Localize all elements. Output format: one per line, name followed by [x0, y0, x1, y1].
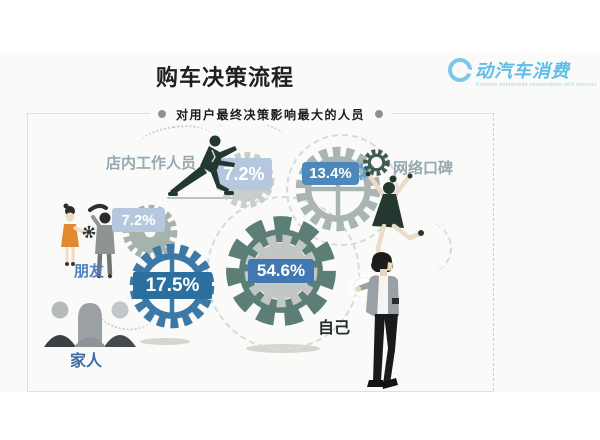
stat-value-friends: 7.2% [112, 208, 165, 232]
label-friends: 朋友 [74, 263, 105, 280]
stat-value-family: 17.5% [133, 272, 212, 299]
page-title: 购车决策流程 [155, 65, 294, 90]
small-gear-icon [363, 149, 390, 176]
section-subtitle-text: 对用户最终决策影响最大的人员 [176, 107, 366, 122]
brand-logo: 动汽车消费 Promote automobile consumption wit… [448, 57, 596, 88]
friends-figures [61, 203, 115, 279]
gear-shadow [140, 338, 190, 345]
frame-right-dashed-line [493, 113, 494, 391]
pushing-man-figure [168, 135, 237, 196]
standing-man-figure [355, 252, 399, 389]
brand-tagline: Promote automobile consumption with inte… [476, 82, 597, 88]
label-online-reputation: 网络口碑 [393, 160, 454, 177]
stat-value-online-reputation: 13.4% [302, 162, 359, 185]
frame-bottom-line [27, 391, 493, 392]
ground-line [167, 197, 245, 199]
stat-value-self: 54.6% [248, 259, 314, 283]
brand-logo-row: 动汽车消费 [448, 57, 596, 83]
section-subtitle: 对用户最终决策影响最大的人员 [150, 103, 392, 125]
brand-ring-gap [462, 67, 473, 75]
frame-left-line [27, 113, 28, 391]
brand-name: 动汽车消费 [475, 61, 570, 81]
family-figures [44, 301, 136, 347]
label-self: 自己 [318, 320, 351, 337]
label-family: 家人 [70, 353, 103, 370]
bullet-dot-icon [158, 110, 166, 118]
bullet-dot-icon [375, 110, 384, 118]
dashed-arc-decoration [398, 222, 452, 274]
brand-ring-icon [448, 58, 473, 82]
label-store-staff: 店内工作人员 [106, 155, 197, 172]
